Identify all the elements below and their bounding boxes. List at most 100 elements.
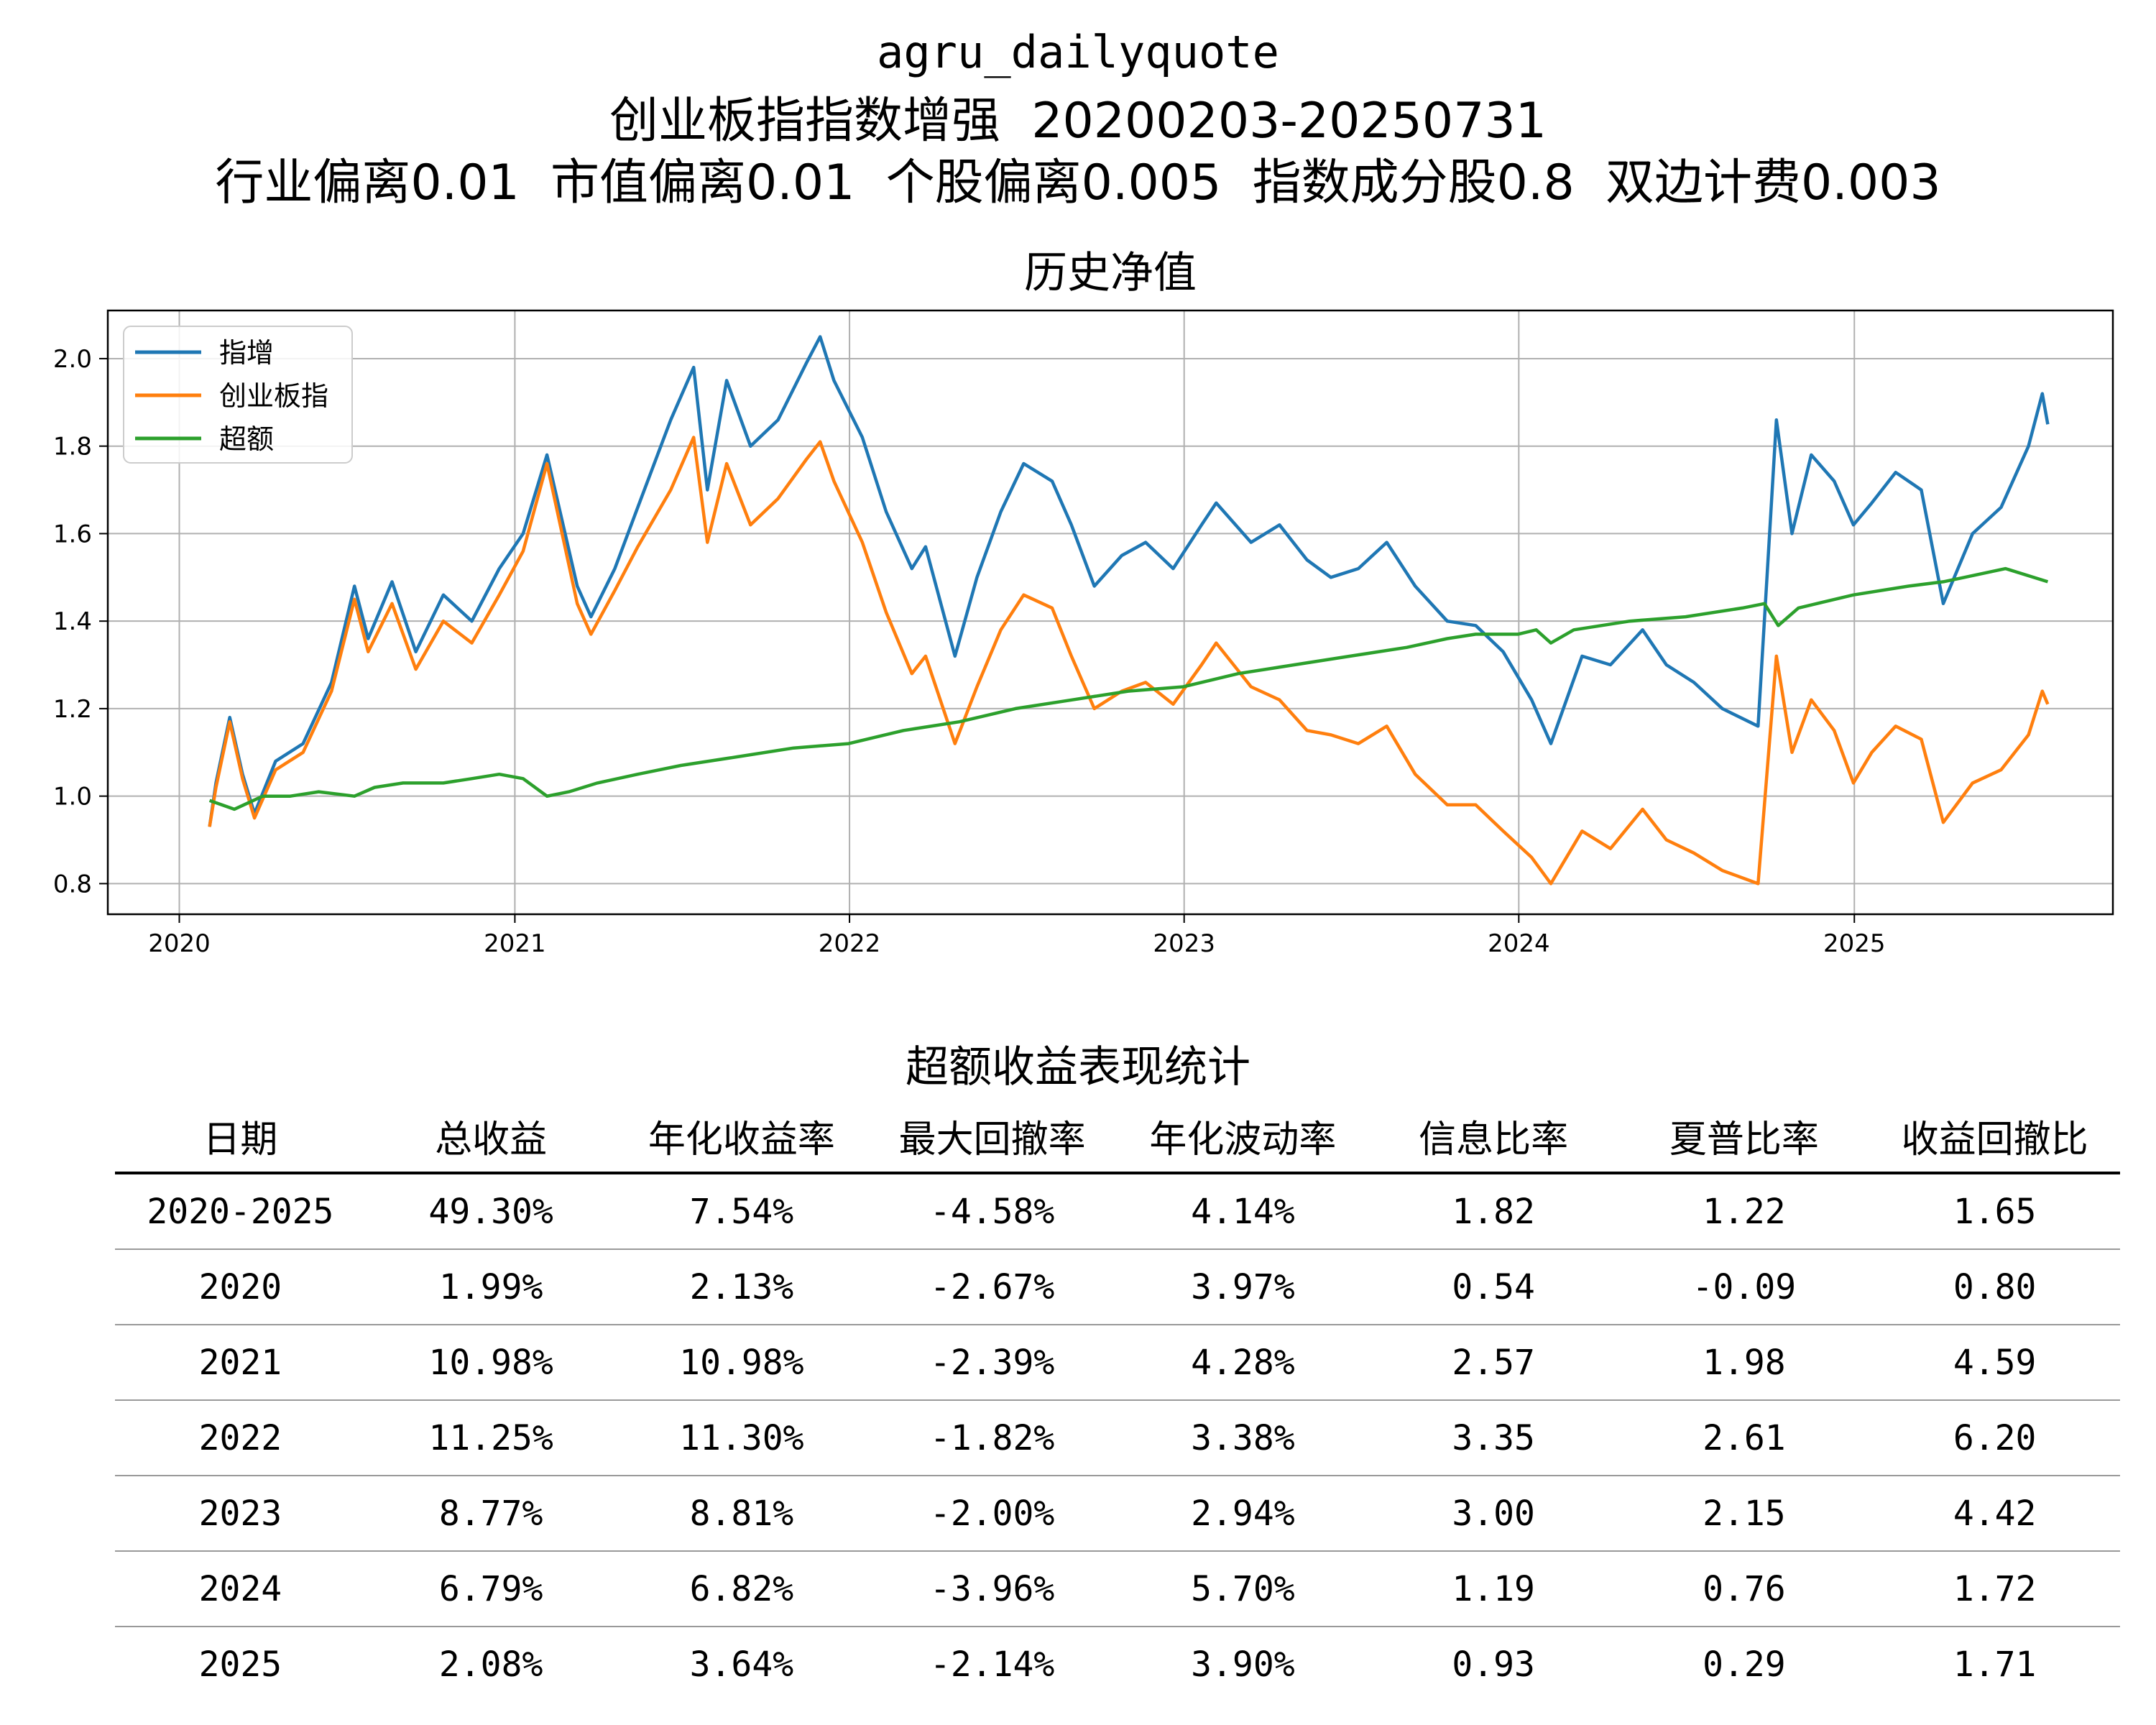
stats-cell: -2.67% [929, 1266, 1055, 1307]
stats-cell: 10.98% [679, 1342, 804, 1383]
stats-cell: 2020 [198, 1266, 282, 1307]
stats-cell: -1.82% [929, 1417, 1055, 1458]
stats-header-cell: 信息比率 [1419, 1118, 1569, 1162]
stats-cell: 4.42 [1953, 1493, 2037, 1534]
stats-cell: 0.93 [1452, 1644, 1535, 1685]
chart-title: 历史净值 [1024, 248, 1197, 298]
stats-cell: 2.94% [1191, 1493, 1295, 1534]
legend-label-chinext: 创业板指 [219, 380, 328, 412]
stats-cell: -4.58% [929, 1191, 1055, 1232]
stats-cell: 2025 [198, 1644, 282, 1685]
stats-cell: 3.97% [1191, 1266, 1295, 1307]
stats-cell: 4.59 [1953, 1342, 2037, 1383]
stats-cell: 0.80 [1953, 1266, 2037, 1307]
stats-table: 日期 总收益 年化收益率 最大回撤率 年化波动率 信息比率 夏普比率 收益回撤比 2020-2… [115, 1100, 2120, 1701]
report-title-strategy: 创业板指指数增强 20200203-20250731 [609, 93, 1547, 150]
stats-cell: 3.38% [1191, 1417, 1295, 1458]
stats-header-cell: 收益回撤比 [1901, 1118, 2088, 1162]
stats-row: 2020-2025 49.30% 7.54% -4.58% 4.14% 1.82 1.22 1… [115, 1174, 2120, 1250]
stats-cell: 1.72 [1953, 1568, 2037, 1609]
stats-cell: 2.08% [438, 1644, 543, 1685]
y-tick-label: 1.8 [53, 433, 92, 461]
y-tick-label: 2.0 [53, 345, 92, 374]
stats-cell: -0.09 [1692, 1266, 1797, 1307]
stats-cell: 0.54 [1452, 1266, 1535, 1307]
stats-cell: 49.30% [428, 1191, 553, 1232]
x-tick-label: 2024 [1488, 929, 1550, 958]
stats-cell: 2023 [198, 1493, 282, 1534]
stats-body: 2020-2025 49.30% 7.54% -4.58% 4.14% 1.82 1.22 1… [115, 1174, 2120, 1701]
stats-cell: 1.22 [1703, 1191, 1786, 1232]
stats-cell: 1.98 [1703, 1342, 1786, 1383]
stats-cell: -2.14% [929, 1644, 1055, 1685]
stats-cell: 0.76 [1703, 1568, 1786, 1609]
stats-row: 2022 11.25% 11.30% -1.82% 3.38% 3.35 2.61 6.20 [115, 1401, 2120, 1476]
legend-label-enhanced: 指增 [219, 337, 274, 369]
stats-cell: 2024 [198, 1568, 282, 1609]
stats-table-title: 超额收益表现统计 [906, 1042, 1250, 1092]
series-lines [208, 335, 2050, 886]
stats-cell: 1.19 [1452, 1568, 1535, 1609]
stats-cell: -3.96% [929, 1568, 1055, 1609]
stats-cell: 11.25% [428, 1417, 553, 1458]
stats-cell: 10.98% [428, 1342, 553, 1383]
stats-cell: 2.13% [689, 1266, 794, 1307]
stats-header-cell: 夏普比率 [1669, 1118, 1819, 1162]
report-title-params: 行业偏离0.01 市值偏离0.01 个股偏离0.005 指数成分股0.8 双边计… [215, 155, 1941, 211]
series-line-0 [208, 335, 2050, 827]
stats-header-cell: 年化波动率 [1149, 1118, 1337, 1162]
legend: 指增 创业板指 超额 [123, 326, 353, 464]
stats-cell: -2.00% [929, 1493, 1055, 1534]
stats-row: 2020 1.99% 2.13% -2.67% 3.97% 0.54 -0.09 0.80 [115, 1250, 2120, 1325]
stats-row: 2023 8.77% 8.81% -2.00% 2.94% 3.00 2.15 4.42 [115, 1476, 2120, 1552]
stats-cell: 4.14% [1191, 1191, 1295, 1232]
stats-cell: 6.20 [1953, 1417, 2037, 1458]
stats-cell: 2022 [198, 1417, 282, 1458]
series-line-1 [208, 436, 2050, 886]
x-tick-label: 2020 [148, 929, 211, 958]
stats-cell: 1.65 [1953, 1191, 2037, 1232]
stats-cell: 8.81% [689, 1493, 794, 1534]
stats-cell: 4.28% [1191, 1342, 1295, 1383]
grid-lines [108, 310, 2113, 914]
stats-cell: 2021 [198, 1342, 282, 1383]
stats-cell: 3.35 [1452, 1417, 1535, 1458]
stats-row: 2025 2.08% 3.64% -2.14% 3.90% 0.93 0.29 1.71 [115, 1627, 2120, 1701]
legend-label-excess: 超额 [219, 423, 274, 455]
stats-cell: 11.30% [679, 1417, 804, 1458]
stats-cell: 1.99% [438, 1266, 543, 1307]
y-tick-label: 1.0 [53, 783, 92, 811]
stats-cell: 0.29 [1703, 1644, 1786, 1685]
stats-cell: 1.71 [1953, 1644, 2037, 1685]
y-tick-label: 1.6 [53, 520, 92, 548]
stats-cell: 3.64% [689, 1644, 794, 1685]
x-tick-label: 2023 [1153, 929, 1215, 958]
stats-row: 2024 6.79% 6.82% -3.96% 5.70% 1.19 0.76 1.72 [115, 1552, 2120, 1627]
x-tick-label: 2025 [1823, 929, 1886, 958]
stats-cell: -2.39% [929, 1342, 1055, 1383]
stats-cell: 2.61 [1703, 1417, 1786, 1458]
x-tick-label: 2021 [484, 929, 546, 958]
stats-header-cell: 最大回撤率 [898, 1118, 1086, 1162]
series-line-2 [208, 566, 2049, 811]
stats-cell: 5.70% [1191, 1568, 1295, 1609]
report-title-code: agru_dailyquote [877, 26, 1279, 78]
stats-cell: 2020-2025 [147, 1191, 334, 1232]
stats-header-cell: 总收益 [435, 1118, 548, 1162]
stats-cell: 3.00 [1452, 1493, 1535, 1534]
axis-ticks: 2020 2021 2022 2023 2024 2025 0.8 1.0 1.2 1.4 1.6 1… [53, 345, 1886, 958]
stats-cell: 2.57 [1452, 1342, 1535, 1383]
stats-cell: 8.77% [438, 1493, 543, 1534]
x-tick-label: 2022 [819, 929, 881, 958]
stats-cell: 6.82% [689, 1568, 794, 1609]
stats-header-cell: 日期 [203, 1118, 278, 1162]
stats-cell: 1.82 [1452, 1191, 1535, 1232]
plot-frame [106, 309, 2114, 916]
y-tick-label: 0.8 [53, 870, 92, 898]
stats-header-cell: 年化收益率 [648, 1118, 835, 1162]
legend-box [123, 326, 353, 464]
stats-cell: 6.79% [438, 1568, 543, 1609]
stats-cell: 3.90% [1191, 1644, 1295, 1685]
nav-chart: 历史净值 2020 2021 2022 2023 2024 2025 0.8 1.0 1.2 1.… [53, 248, 2114, 958]
y-tick-label: 1.2 [53, 695, 92, 724]
